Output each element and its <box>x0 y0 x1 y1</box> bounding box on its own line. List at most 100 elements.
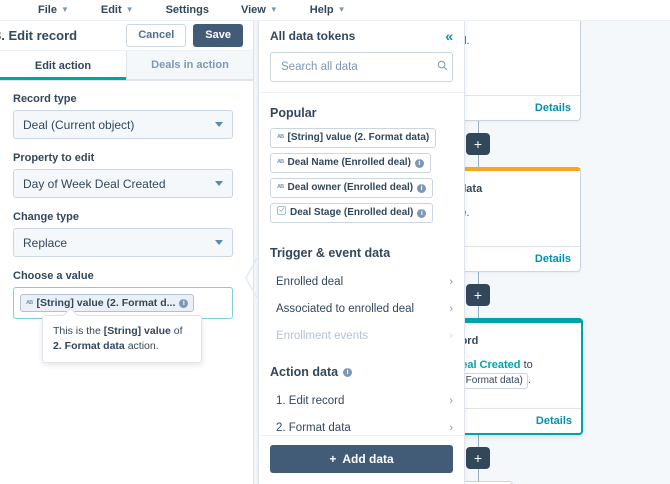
info-icon[interactable]: i <box>417 183 427 193</box>
row-enrolled-deal[interactable]: Enrolled deal › <box>270 268 453 295</box>
field-choose-a-value-label: Choose a value <box>13 270 94 282</box>
field-property-to-edit: Property to edit Day of Week Deal Create… <box>13 152 233 198</box>
edit-panel-tabs: Edit action Deals in action <box>0 51 253 81</box>
add-data-button-label: Add data <box>342 452 394 466</box>
token-pill-deal-stage[interactable]: Deal Stage (Enrolled deal) i <box>270 203 434 223</box>
workflow-card-2-desc-post: . <box>466 207 470 219</box>
menu-item-view[interactable]: View ▼ <box>225 0 294 20</box>
change-type-select[interactable]: Replace <box>13 228 233 257</box>
tooltip-middle: of <box>170 325 183 337</box>
tooltip-bold-string-value: [String] value <box>103 325 171 337</box>
chevron-right-icon: › <box>449 302 453 315</box>
field-change-type-label: Change type <box>13 211 80 223</box>
field-record-type-label: Record type <box>13 93 77 105</box>
workflow-card-3-desc-post: . <box>527 374 531 386</box>
add-step-button-1[interactable]: + <box>466 133 490 155</box>
chevron-right-icon: › <box>449 275 453 288</box>
section-action-data-label: Action data <box>270 365 339 379</box>
token-pill-deal-name[interactable]: ᴬᴮ Deal Name (Enrolled deal) i <box>270 153 431 173</box>
row-edit-record-label: 1. Edit record <box>276 394 345 407</box>
section-trigger-event-title: Trigger & event data <box>270 246 453 260</box>
chevron-down-icon: ▼ <box>337 5 346 14</box>
abc-text-icon: ᴬᴮ <box>277 183 284 192</box>
menu-item-view-label: View <box>240 4 266 16</box>
row-enrollment-events: Enrollment events › <box>270 322 453 349</box>
chevron-down-icon <box>215 181 223 186</box>
property-to-edit-value: Day of Week Deal Created <box>23 176 166 191</box>
menu-item-help-label: Help <box>309 4 334 16</box>
row-enrolled-deal-label: Enrolled deal <box>276 275 344 288</box>
search-field-wrapper[interactable] <box>270 52 453 82</box>
field-property-to-edit-label: Property to edit <box>13 152 95 164</box>
edit-action-form: Record type Deal (Current object) Proper… <box>0 81 253 319</box>
data-panel-search-area <box>259 52 464 93</box>
chevron-right-icon: › <box>449 394 453 407</box>
change-type-value: Replace <box>23 235 68 250</box>
chevron-right-icon: › <box>449 329 453 342</box>
abc-text-icon: ᴬᴮ <box>277 133 284 142</box>
dropdown-list-icon <box>277 206 286 220</box>
row-enrollment-events-label: Enrollment events <box>276 329 369 342</box>
popular-token-list: ᴬᴮ [String] value (2. Format data) ᴬᴮ De… <box>270 128 453 228</box>
token-tooltip: This is the [String] value of 2. Format … <box>42 315 202 363</box>
workflow-card-3-desc-mid: to <box>520 359 533 371</box>
edit-panel-header: 3. Edit record Cancel Save <box>0 20 253 51</box>
tooltip-bold-format-data: 2. Format data <box>53 340 125 352</box>
edit-action-panel: 3. Edit record Cancel Save Edit action D… <box>0 20 254 484</box>
data-panel-header: All data tokens « <box>259 20 464 52</box>
record-type-value: Deal (Current object) <box>23 117 135 132</box>
token-pill-deal-owner[interactable]: ᴬᴮ Deal owner (Enrolled deal) i <box>270 178 434 198</box>
info-icon[interactable]: i <box>417 208 427 218</box>
selected-token-chip[interactable]: ᴬᴮ [String] value (2. Format d... i <box>20 294 195 312</box>
menu-item-edit-label: Edit <box>100 4 122 16</box>
field-record-type: Record type Deal (Current object) <box>13 93 233 139</box>
data-panel-footer: + Add data <box>259 435 464 484</box>
abc-text-icon: ᴬᴮ <box>277 158 284 167</box>
abc-text-icon: ᴬᴮ <box>26 298 33 308</box>
tooltip-suffix: action. <box>124 340 159 352</box>
tab-edit-action[interactable]: Edit action <box>0 51 126 80</box>
save-button[interactable]: Save <box>193 23 243 47</box>
cancel-button[interactable]: Cancel <box>126 23 187 47</box>
info-icon[interactable]: i <box>414 158 424 168</box>
token-pill-deal-name-label: Deal Name (Enrolled deal) <box>287 157 411 168</box>
menu-item-file-label: File <box>38 4 57 16</box>
menu-item-help[interactable]: Help ▼ <box>294 0 362 20</box>
all-data-tokens-panel: All data tokens « Popular ᴬᴮ [String] va… <box>258 20 465 484</box>
chevron-right-icon: › <box>449 421 453 434</box>
info-icon[interactable]: i <box>179 298 189 308</box>
menu-item-file[interactable]: File ▼ <box>22 0 85 20</box>
choose-value-input[interactable]: ᴬᴮ [String] value (2. Format d... i <box>13 287 233 319</box>
selected-token-label: [String] value (2. Format d... <box>36 297 176 309</box>
menu-item-settings[interactable]: Settings <box>150 0 225 20</box>
token-pill-string-value[interactable]: ᴬᴮ [String] value (2. Format data) <box>270 128 437 148</box>
info-icon[interactable]: i <box>343 367 353 377</box>
connector-1 <box>477 121 479 133</box>
add-step-button-2[interactable]: + <box>466 284 490 306</box>
workflow-card-3-details-link[interactable]: Details <box>535 415 572 427</box>
row-edit-record[interactable]: 1. Edit record › <box>270 387 453 414</box>
section-popular-title: Popular <box>270 106 453 120</box>
panel-pointer-icon <box>243 257 259 299</box>
tooltip-prefix: This is the <box>53 325 104 337</box>
record-type-select[interactable]: Deal (Current object) <box>13 110 233 139</box>
search-input[interactable] <box>279 60 437 74</box>
connector-5 <box>477 435 479 447</box>
property-to-edit-select[interactable]: Day of Week Deal Created <box>13 169 233 198</box>
row-format-data[interactable]: 2. Format data › <box>270 414 453 435</box>
page-title: 3. Edit record <box>0 27 78 43</box>
section-action-data-title: Action data i <box>270 365 453 379</box>
field-change-type: Change type Replace <box>13 211 233 257</box>
collapse-left-icon[interactable]: « <box>445 28 453 44</box>
workflow-card-2-details-link[interactable]: Details <box>534 253 571 265</box>
add-step-button-3[interactable]: + <box>466 447 490 469</box>
search-icon <box>437 60 448 74</box>
connector-2 <box>477 155 479 167</box>
row-associated-to-enrolled-deal[interactable]: Associated to enrolled deal › <box>270 295 453 322</box>
add-data-button[interactable]: + Add data <box>270 445 453 473</box>
workflow-card-1-details-link[interactable]: Details <box>534 102 571 114</box>
row-format-data-label: 2. Format data <box>276 421 351 434</box>
menu-item-edit[interactable]: Edit ▼ <box>85 0 150 20</box>
data-panel-scroll-area[interactable]: Popular ᴬᴮ [String] value (2. Format dat… <box>259 93 464 435</box>
tab-deals-in-action[interactable]: Deals in action <box>126 51 253 80</box>
